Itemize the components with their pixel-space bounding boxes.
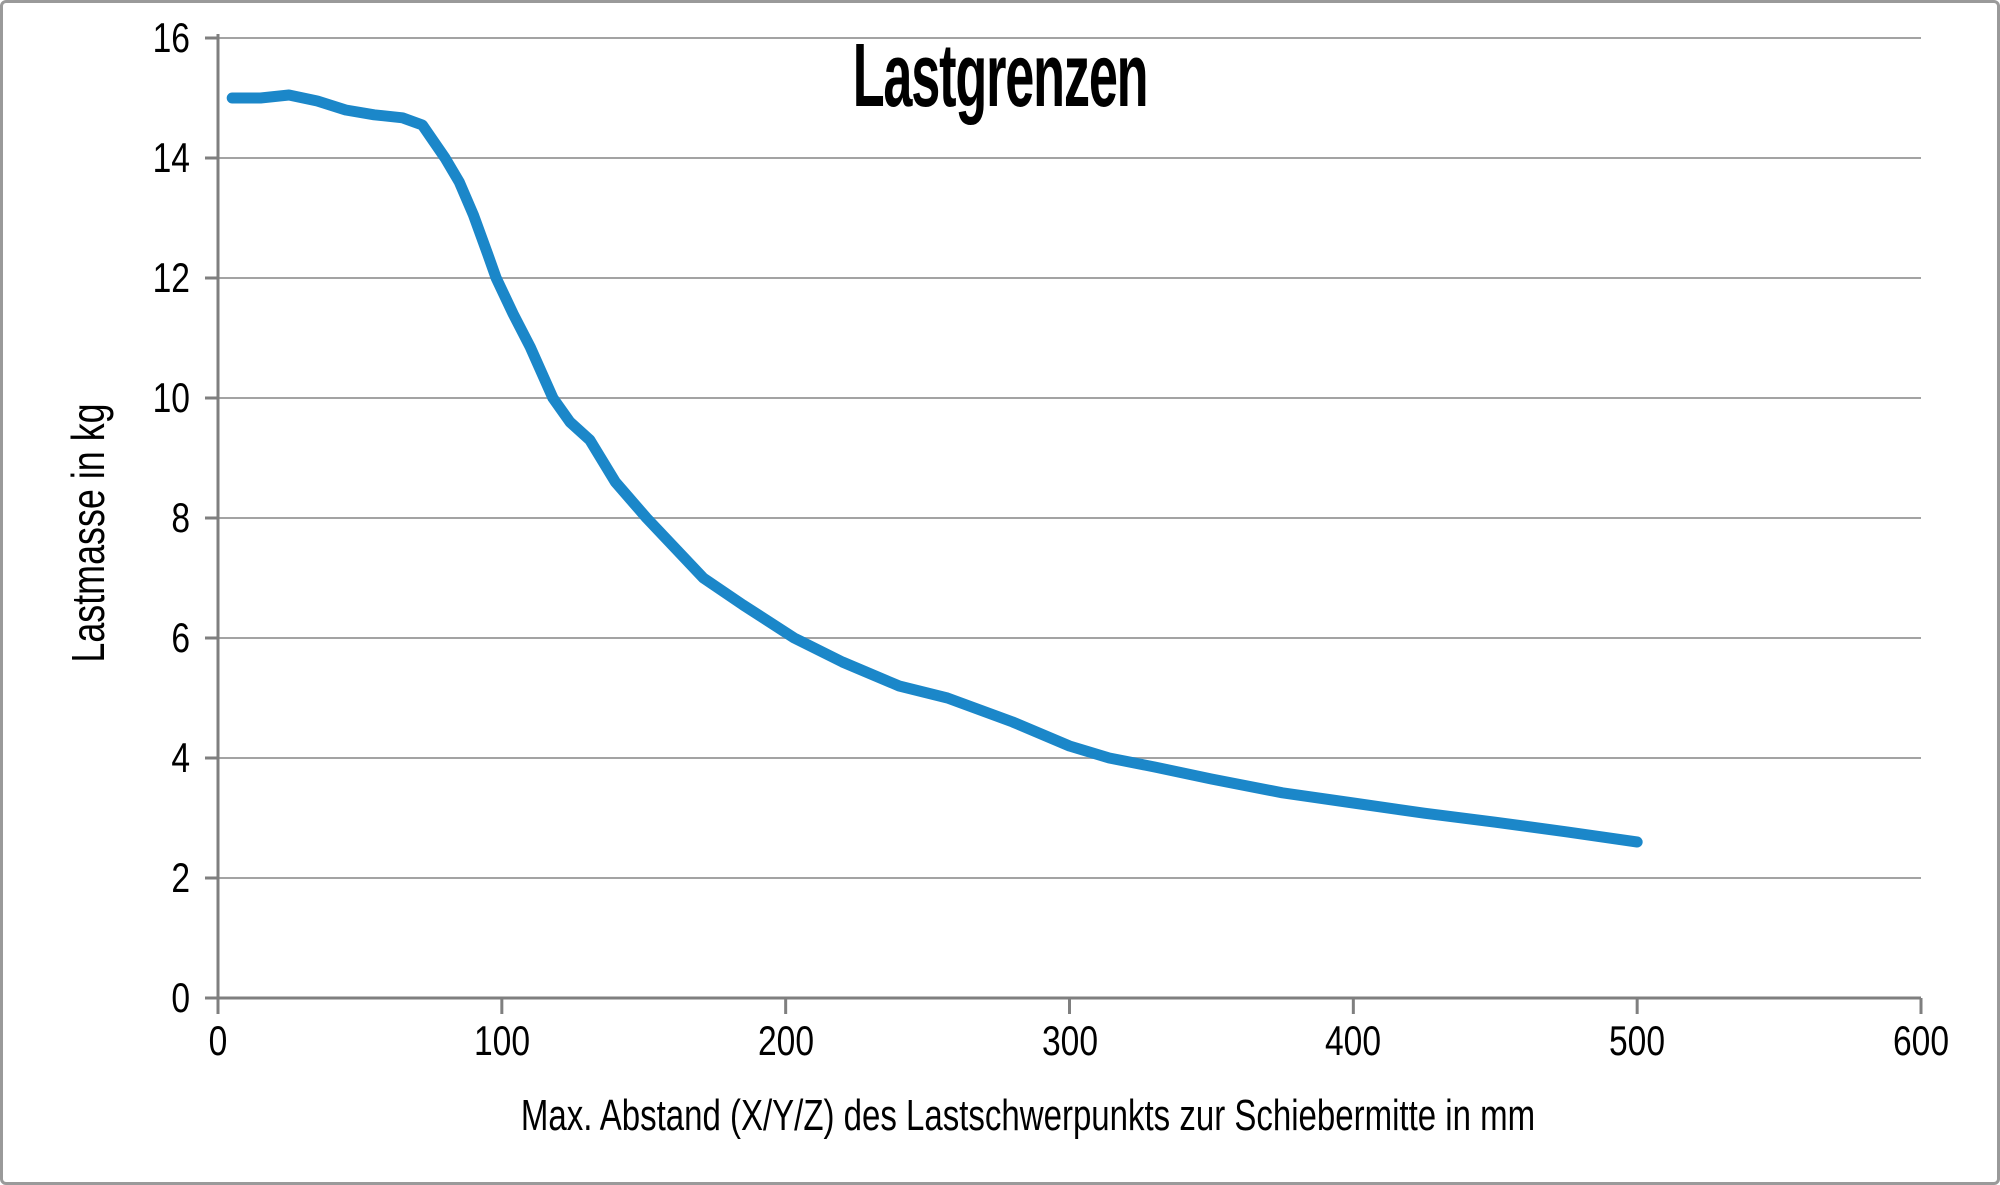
load-limit-curve <box>226 89 1643 848</box>
x-axis-title-text: Max. Abstand (X/Y/Z) des Lastschwerpunkt… <box>520 1091 1536 1140</box>
y-tick-label-0: 0 <box>171 974 190 1021</box>
plot-svg <box>205 34 1923 1014</box>
x-tick-label-600: 600 <box>1892 1017 1950 1064</box>
y-tick-label-2: 2 <box>171 854 190 901</box>
y-tick-label-12: 12 <box>152 254 190 301</box>
x-tick-label-200: 200 <box>757 1017 814 1064</box>
x-tick-label-400: 400 <box>1325 1017 1382 1064</box>
y-tick-label-4: 4 <box>171 734 190 781</box>
x-axis-title: Max. Abstand (X/Y/Z) des Lastschwerpunkt… <box>352 1091 1704 1141</box>
x-tick-label-0: 0 <box>208 1017 228 1064</box>
x-tick-label-300: 300 <box>1041 1017 1098 1064</box>
x-tick-label-500: 500 <box>1609 1017 1666 1064</box>
y-tick-label-8: 8 <box>171 494 190 541</box>
y-tick-label-14: 14 <box>152 134 190 181</box>
chart-title-text: Lastgrenzen <box>852 26 1149 126</box>
y-tick-label-10: 10 <box>152 374 190 421</box>
y-tick-label-6: 6 <box>171 614 190 661</box>
y-tick-label-16: 16 <box>152 14 190 61</box>
chart-title: Lastgrenzen <box>3 21 1997 131</box>
x-tick-label-100: 100 <box>473 1017 530 1064</box>
